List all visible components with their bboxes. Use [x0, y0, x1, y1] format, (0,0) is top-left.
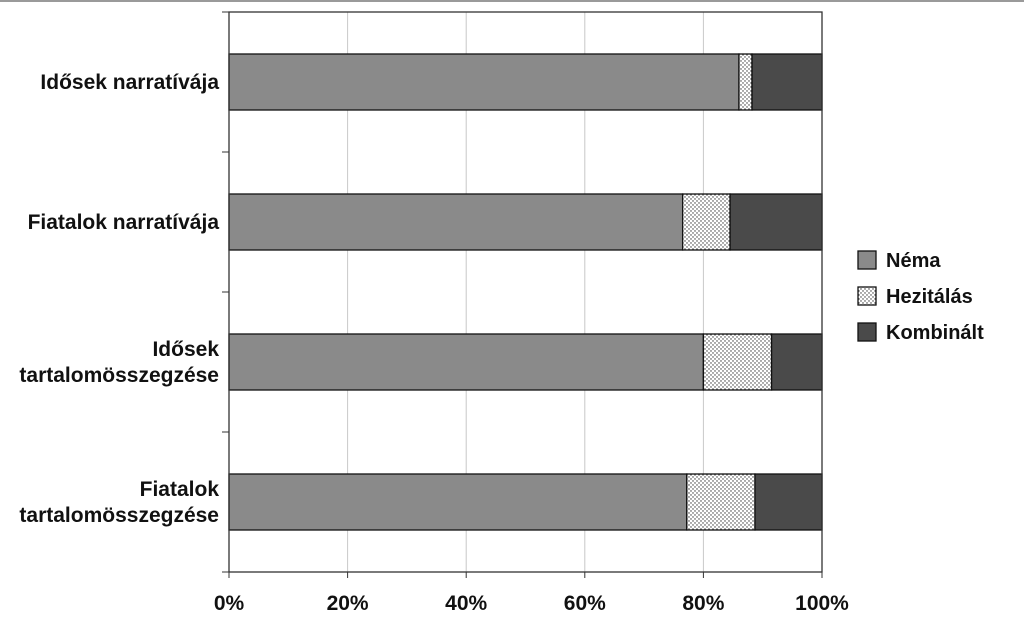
category-label: Idősek tartalomösszegzése	[19, 338, 219, 387]
category-label: Fiatalok tartalomösszegzése	[19, 478, 219, 527]
bar-segment-néma	[228, 193, 684, 251]
legend-label: Kombinált	[886, 322, 984, 344]
bar-segment-kombinált	[729, 193, 823, 251]
bar-segment-néma	[228, 473, 688, 531]
bar-segment-hezitálás	[686, 473, 756, 531]
bar-segment-néma	[228, 53, 740, 111]
plot-frame	[228, 11, 823, 573]
x-tick-labels: 0% 20% 40% 60% 80% 100%	[214, 592, 849, 615]
category-label: Idősek narratívája	[40, 71, 219, 94]
bar-segment-kombinált	[751, 53, 823, 111]
x-tick-label: 100%	[795, 592, 849, 615]
legend-label: Hezitálás	[886, 286, 973, 308]
legend-label: Néma	[886, 250, 941, 272]
x-tick-label: 0%	[214, 592, 245, 615]
x-tick-label: 60%	[564, 592, 606, 615]
legend-swatch	[857, 286, 877, 306]
x-tick-label: 20%	[327, 592, 369, 615]
bar-segment-hezitálás	[681, 193, 731, 251]
legend: Néma Hezitálás Kombinált	[857, 250, 984, 344]
category-label: Fiatalok narratívája	[28, 211, 220, 234]
bar-segment-kombinált	[754, 473, 823, 531]
legend-swatch	[857, 250, 877, 270]
bar-segment-hezitálás	[702, 333, 773, 391]
legend-swatch	[857, 322, 877, 342]
category-labels: Idősek narratívája Fiatalok narratívája Id…	[19, 71, 219, 527]
bar-segment-néma	[228, 333, 705, 391]
x-tick-label: 40%	[445, 592, 487, 615]
bars	[228, 53, 823, 531]
bar-segment-kombinált	[770, 333, 823, 391]
bar-segment-hezitálás	[738, 53, 753, 111]
x-tick-label: 80%	[682, 592, 724, 615]
axes	[222, 11, 823, 578]
